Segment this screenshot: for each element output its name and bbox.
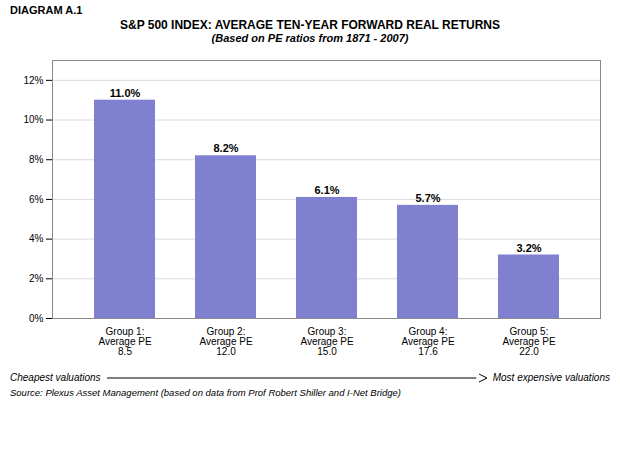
svg-text:Group 5:Average PE22.0: Group 5:Average PE22.0 [502,326,556,357]
svg-text:3.2%: 3.2% [516,242,541,254]
svg-text:5.7%: 5.7% [415,192,440,204]
svg-text:12%: 12% [23,75,43,86]
html-text:Source: Plexus Asset Managemen: Source: Plexus Asset Management (based o… [10,387,401,398]
svg-text:0%: 0% [29,313,44,324]
svg-text:6.1%: 6.1% [314,184,339,196]
svg-text:Group 3:Average PE15.0: Group 3:Average PE15.0 [300,326,354,357]
svg-text:2%: 2% [29,273,44,284]
svg-text:6%: 6% [29,194,44,205]
svg-text:Group 1:Average PE8.5: Group 1:Average PE8.5 [98,326,152,357]
html-text:DIAGRAM A.1: DIAGRAM A.1 [10,4,83,16]
svg-text:8%: 8% [29,154,44,165]
svg-text:4%: 4% [29,233,44,244]
html-text:(Based on PE ratios from 1871: (Based on PE ratios from 1871 - 2007) [211,32,409,44]
svg-text:Group 2:Average PE12.0: Group 2:Average PE12.0 [199,326,253,357]
svg-text:Group 4:Average PE17.6: Group 4:Average PE17.6 [401,326,455,357]
html-text:S&P 500 INDEX: AVERAGE TEN-YEA: S&P 500 INDEX: AVERAGE TEN-YEAR FORWARD … [120,18,500,32]
svg-text:8.2%: 8.2% [213,142,238,154]
svg-text:11.0%: 11.0% [110,87,141,99]
html-text:Cheapest valuations: Cheapest valuations [10,372,101,383]
svg-text:10%: 10% [23,114,43,125]
html-text:Most expensive valuations: Most expensive valuations [492,372,610,383]
